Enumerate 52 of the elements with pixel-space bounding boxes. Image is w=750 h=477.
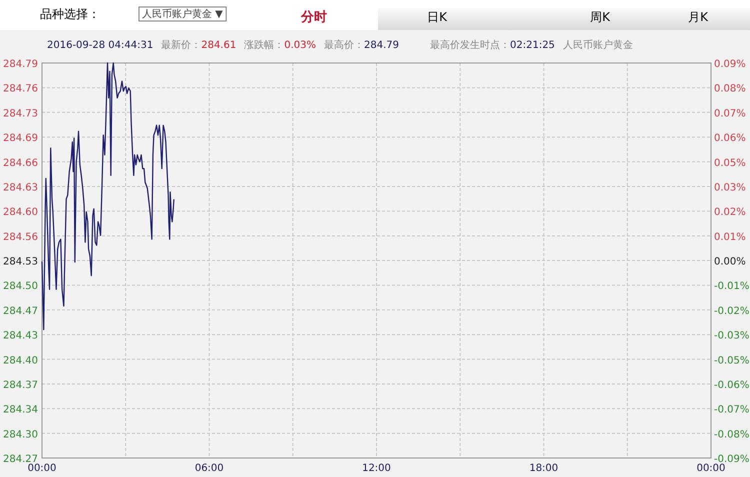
- text: 2016-09-28 04:44:31: [47, 40, 154, 51]
- y-tick-label: 284.53: [3, 256, 38, 268]
- y2-tick-label: -0.07%: [714, 404, 750, 416]
- y2-tick-label: -0.03%: [714, 330, 750, 342]
- y-tick-label: 284.79: [3, 59, 38, 70]
- x-tick-label: 00:00: [696, 463, 726, 474]
- y2-tick-label: -0.02%: [714, 306, 750, 317]
- y2-tick-label: 0.08%: [714, 84, 746, 95]
- y-tick-label: 284.50: [3, 281, 38, 292]
- text: 最新价：284.61: [161, 39, 236, 51]
- x-tick-label: 06:00: [194, 463, 224, 474]
- text: 最高价发生时点：02:21:25: [430, 39, 555, 51]
- y-tick-label: 284.47: [3, 306, 38, 317]
- y2-tick-label: 0.00%: [714, 256, 746, 268]
- y-tick-label: 284.43: [3, 330, 38, 342]
- y2-tick-label: 0.07%: [714, 108, 746, 120]
- y-tick-label: 284.30: [3, 429, 38, 440]
- text: 最高价：284.79: [324, 39, 399, 51]
- y-tick-label: 284.73: [3, 108, 38, 120]
- y2-tick-label: -0.05%: [714, 355, 750, 366]
- y-tick-label: 284.37: [3, 380, 38, 391]
- y2-tick-label: -0.09%: [714, 454, 750, 465]
- text: 日K: [427, 10, 448, 24]
- line-series: [41, 62, 174, 330]
- y2-tick-label: -0.06%: [714, 380, 750, 391]
- text: 分时: [300, 10, 327, 25]
- x-tick-label: 00:00: [28, 463, 56, 474]
- y2-tick-label: -0.08%: [714, 429, 750, 440]
- y2-tick-label: -0.01%: [714, 281, 750, 292]
- text: 品种选择：: [40, 7, 100, 21]
- text: 涨跌幅：0.03%: [244, 39, 316, 51]
- y-tick-label: 284.34: [3, 404, 38, 416]
- y-tick-label: 284.66: [3, 158, 38, 169]
- y2-tick-label: 0.03%: [714, 182, 746, 194]
- text: 周K: [590, 10, 612, 24]
- x-tick-label: 18:00: [529, 463, 558, 474]
- y2-tick-label: 0.01%: [714, 232, 746, 243]
- y2-tick-label: 0.06%: [714, 133, 746, 144]
- text: 人民币账户黄金: [562, 39, 633, 51]
- text: 人民币账户黄金 ▼: [142, 8, 224, 20]
- y-tick-label: 284.76: [3, 84, 38, 95]
- y2-tick-label: 0.09%: [714, 59, 746, 70]
- x-tick-label: 12:00: [362, 463, 391, 474]
- y-tick-label: 284.27: [3, 454, 38, 465]
- y-tick-label: 284.63: [3, 182, 38, 194]
- text: 月K: [688, 10, 710, 24]
- y2-tick-label: 0.05%: [714, 158, 746, 169]
- y-tick-label: 284.69: [3, 133, 38, 144]
- y-tick-label: 284.40: [3, 355, 38, 366]
- y-tick-label: 284.56: [3, 232, 38, 243]
- y2-tick-label: 0.02%: [714, 207, 746, 218]
- y-tick-label: 284.60: [3, 207, 38, 218]
